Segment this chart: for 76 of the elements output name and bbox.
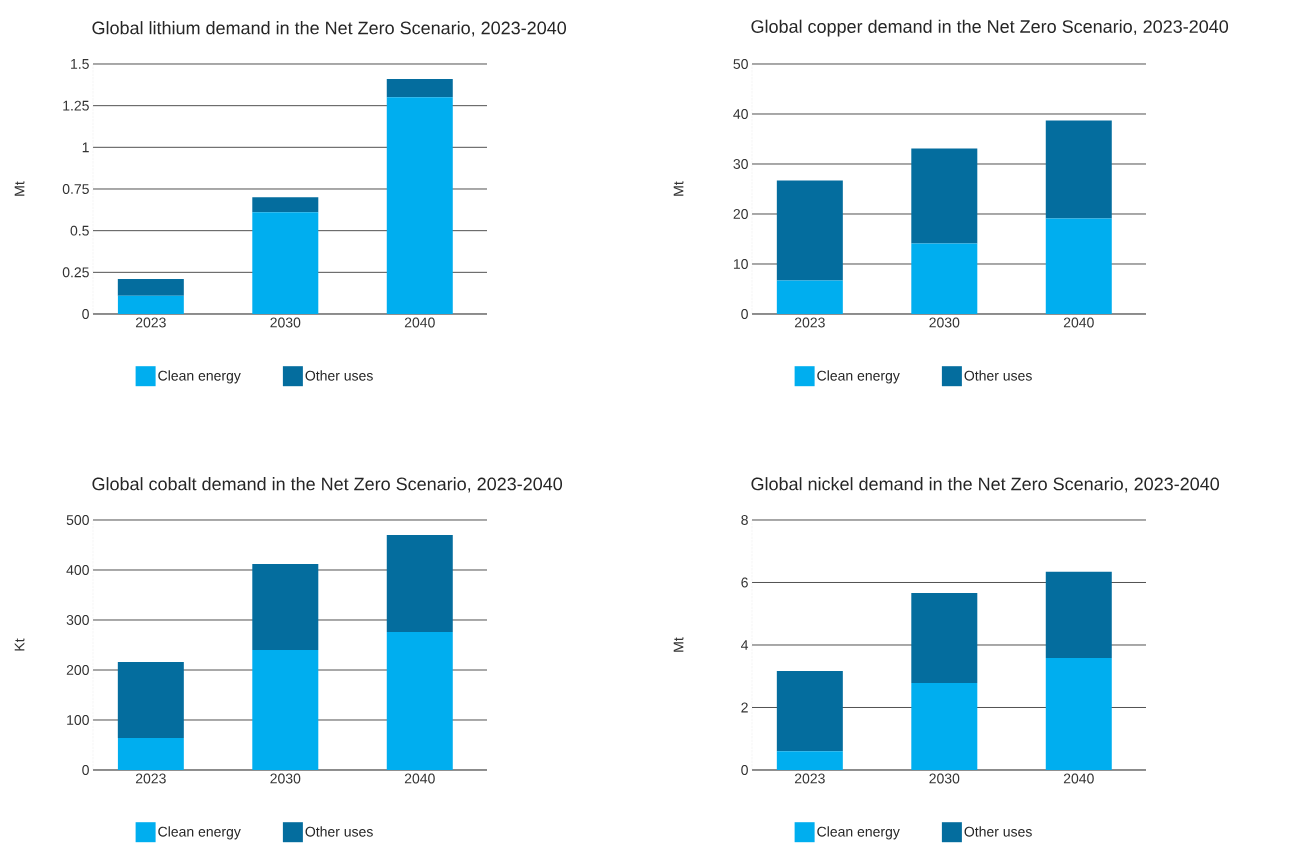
y-tick-label: 8 [741,515,748,525]
y-tick-label: 50 [733,59,748,69]
x-tick-label: 2040 [404,773,435,784]
x-tick-label: 2030 [270,317,301,328]
bar [776,751,843,770]
y-tick-label: 2 [741,702,748,713]
legend-label: Clean energy [817,370,900,384]
y-tick-label: 0 [82,309,89,319]
y-tick-label: 40 [733,109,748,119]
y-tick-label: 100 [67,715,89,725]
y-axis-title: Mt [673,181,684,196]
legend-label: Other uses [964,370,1032,381]
x-tick-label: 2023 [794,773,825,784]
bar [117,662,184,738]
y-tick-label: 30 [733,159,748,169]
y-tick-label: 0.25 [62,267,89,278]
x-tick-label: 2040 [404,317,435,328]
bar [911,593,978,684]
y-tick-label: 4 [741,640,749,650]
y-tick-label: 200 [66,665,89,675]
bar [776,180,843,281]
chart-title: Global lithium demand in the Net Zero Scenario, 2023-2040 [92,21,567,37]
y-axis-title: Mt [673,637,684,652]
bar [1045,658,1112,770]
y-tick-label: 10 [733,259,748,269]
legend-label: Clean energy [817,826,900,840]
bar [252,564,319,650]
bar [776,280,843,314]
bar [252,650,319,770]
x-tick-label: 2030 [270,773,301,784]
x-tick-label: 2040 [1063,773,1094,784]
y-tick-label: 0 [741,309,748,319]
bar [386,78,453,98]
x-tick-label: 2023 [135,317,166,328]
bar [1045,571,1112,659]
chart-title: Global copper demand in the Net Zero Scenario, 2023-2040 [751,19,1229,37]
y-tick-label: 6 [741,577,748,588]
bar [386,632,453,770]
y-tick-label: 0.75 [62,184,89,194]
bar [911,148,978,244]
x-tick-label: 2023 [135,773,166,784]
bar [117,278,184,296]
x-tick-label: 2030 [929,773,960,784]
chart-title: Global nickel demand in the Net Zero Scenario, 2023-2040 [751,477,1220,493]
chart-title: Global cobalt demand in the Net Zero Scenario, 2023-2040 [92,477,563,493]
y-axis-title: Kt [14,638,25,651]
legend-label: Clean energy [158,370,241,384]
bar [776,670,843,752]
y-tick-label: 1.5 [71,59,89,69]
y-tick-label: 0 [82,765,89,775]
y-tick-label: 1 [82,142,89,153]
legend-label: Other uses [305,826,373,837]
legend-label: Clean energy [158,826,241,840]
y-axis-title: Mt [14,181,25,196]
bar [911,243,978,314]
legend-label: Other uses [964,826,1032,837]
x-tick-label: 2030 [929,317,960,328]
y-tick-label: 500 [66,515,89,525]
bar [252,197,319,213]
bar [386,97,453,314]
y-tick-label: 400 [66,565,89,575]
x-tick-label: 2040 [1063,317,1094,328]
y-tick-label: 0 [741,765,748,775]
bar [1045,218,1112,314]
bar [911,683,978,770]
y-tick-label: 20 [733,209,748,219]
y-tick-label: 0.5 [70,225,89,236]
bar [117,295,184,314]
bar [386,535,453,632]
y-tick-label: 300 [66,615,89,625]
x-tick-label: 2023 [794,317,825,328]
bar [1045,120,1112,219]
legend-label: Other uses [305,370,373,381]
bar [252,212,319,314]
y-tick-label: 1.25 [63,100,89,111]
bar [117,738,184,770]
